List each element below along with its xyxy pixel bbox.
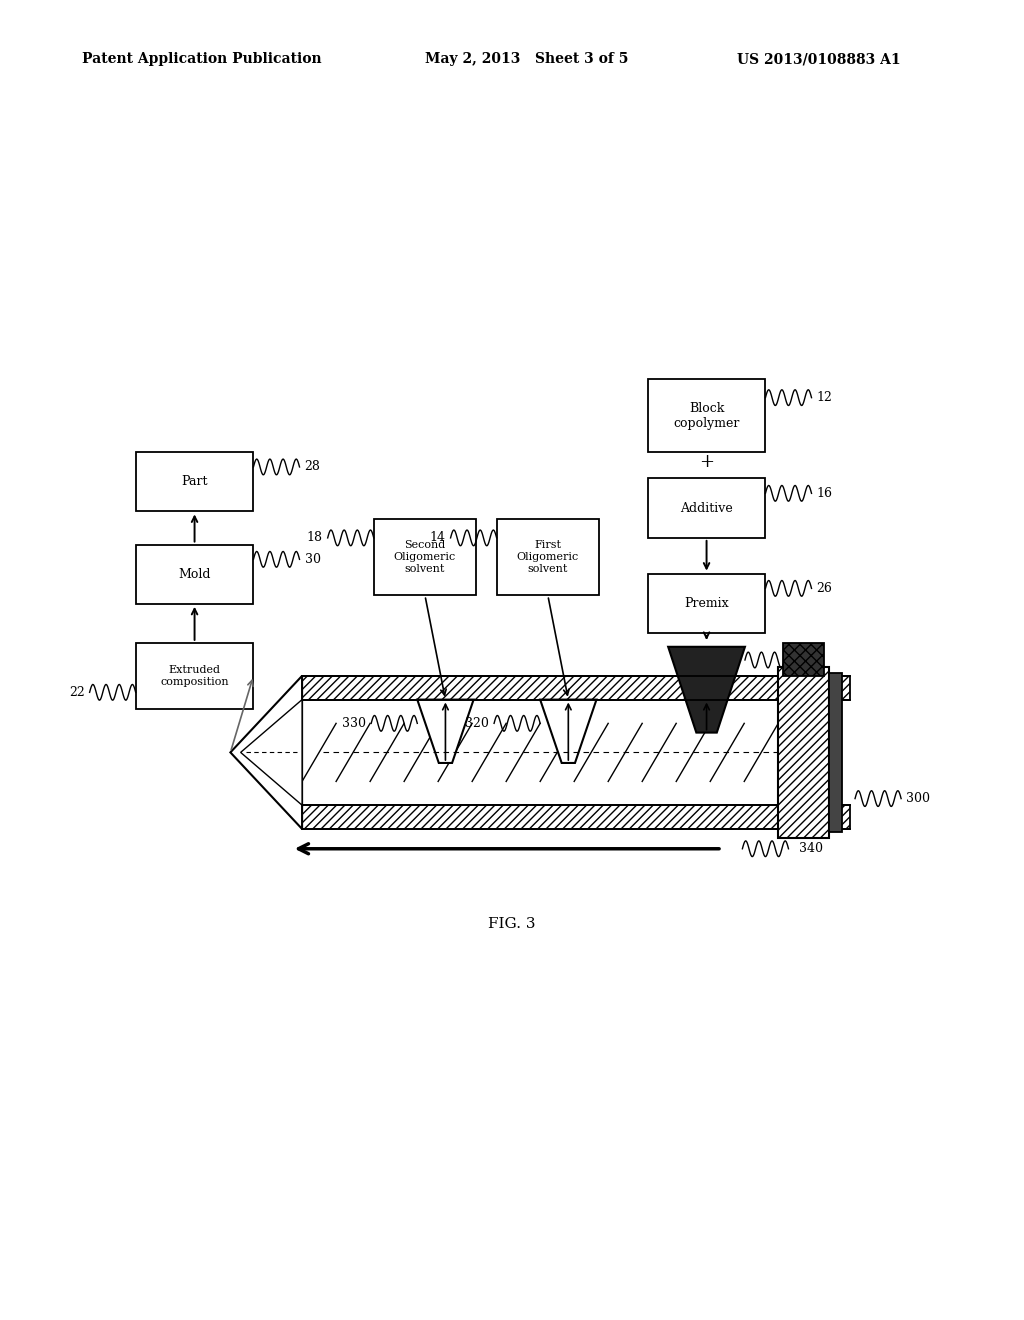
Polygon shape: [230, 676, 302, 829]
Text: Additive: Additive: [680, 502, 733, 515]
Text: Premix: Premix: [684, 597, 729, 610]
Polygon shape: [668, 647, 744, 733]
Text: 16: 16: [817, 487, 833, 500]
FancyBboxPatch shape: [135, 544, 254, 605]
FancyBboxPatch shape: [135, 643, 254, 709]
Text: Mold: Mold: [178, 568, 211, 581]
Text: Patent Application Publication: Patent Application Publication: [82, 53, 322, 66]
Text: 12: 12: [817, 391, 833, 404]
Text: US 2013/0108883 A1: US 2013/0108883 A1: [737, 53, 901, 66]
FancyBboxPatch shape: [135, 451, 254, 511]
Text: Block
copolymer: Block copolymer: [674, 401, 739, 430]
Polygon shape: [418, 700, 473, 763]
Text: 310: 310: [797, 653, 820, 667]
Text: 26: 26: [817, 582, 833, 595]
FancyBboxPatch shape: [647, 573, 765, 632]
Polygon shape: [541, 700, 596, 763]
Text: 30: 30: [305, 553, 321, 566]
Text: 330: 330: [342, 717, 367, 730]
FancyBboxPatch shape: [497, 519, 599, 595]
Bar: [829, 673, 842, 832]
Text: 300: 300: [906, 792, 930, 805]
Text: 320: 320: [465, 717, 489, 730]
Bar: [302, 805, 850, 829]
Text: Part: Part: [181, 475, 208, 488]
Bar: [778, 667, 829, 838]
Text: 14: 14: [429, 532, 445, 544]
FancyBboxPatch shape: [647, 478, 765, 539]
Polygon shape: [241, 700, 302, 805]
FancyBboxPatch shape: [374, 519, 476, 595]
Text: Extruded
composition: Extruded composition: [160, 665, 229, 686]
FancyBboxPatch shape: [647, 379, 765, 451]
Text: Second
Oligomeric
solvent: Second Oligomeric solvent: [394, 540, 456, 574]
Bar: [783, 643, 824, 676]
Text: 28: 28: [305, 461, 321, 474]
Text: 340: 340: [799, 842, 822, 855]
Text: First
Oligomeric
solvent: First Oligomeric solvent: [517, 540, 579, 574]
Text: FIG. 3: FIG. 3: [488, 917, 536, 931]
Text: +: +: [699, 453, 714, 471]
Text: 22: 22: [69, 686, 84, 698]
Text: 18: 18: [306, 532, 323, 544]
Text: May 2, 2013   Sheet 3 of 5: May 2, 2013 Sheet 3 of 5: [425, 53, 629, 66]
Bar: [302, 676, 850, 700]
Bar: [302, 723, 778, 781]
